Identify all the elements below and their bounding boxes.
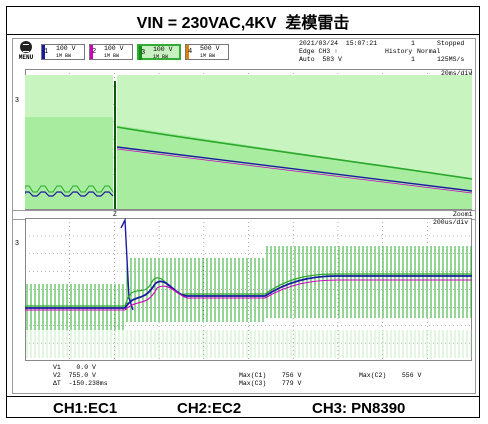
channel-color-swatch xyxy=(186,45,189,59)
ch1-trace-pre xyxy=(25,191,114,197)
channel-scale: 100 V xyxy=(153,46,173,53)
zoom-label: Zoom1 xyxy=(453,211,473,218)
ch1-zoom-trace xyxy=(25,275,472,309)
channel-number: 4 xyxy=(188,48,193,56)
oscilloscope-screen: MENU 1 100 V 1M BW 2 100 V 1M BW 3 100 V 1M BW 4 5… xyxy=(12,38,476,394)
channel-scale: 100 V xyxy=(104,45,124,52)
ch3-envelope-upper xyxy=(25,75,472,179)
acq-mode: Normal xyxy=(417,48,441,55)
legend-ch2: CH2:EC2 xyxy=(177,400,242,417)
channel-coupling: 1M BW xyxy=(153,54,169,60)
timestamp: 2021/03/24 15:07:21 xyxy=(299,40,378,47)
acq-count: 1 xyxy=(411,40,415,47)
channel-coupling: 1M BW xyxy=(104,53,120,59)
channel-number: 2 xyxy=(92,48,97,56)
zoom-marker: Z xyxy=(113,211,117,218)
ch3-switching-ripple xyxy=(26,246,472,330)
max-c3: Max(C3) 779 V xyxy=(239,380,302,387)
run-status[interactable]: Stopped xyxy=(437,40,465,47)
ch2-trace-post xyxy=(116,148,472,194)
ch1-trace-post xyxy=(116,146,472,192)
figure-frame: VIN = 230VAC,4KV 差模雷击 MENU 1 100 V 1M BW 2 1… xyxy=(6,6,480,418)
grid xyxy=(25,218,472,361)
channel-color-swatch xyxy=(139,46,142,60)
menu-icon xyxy=(20,41,32,53)
history-button[interactable]: History xyxy=(385,48,413,55)
channel-2-button[interactable]: 2 100 V 1M BW xyxy=(89,44,133,60)
channel-legend: CH1:EC1 CH2:EC2 CH3: PN8390 xyxy=(7,396,479,419)
ch3-zoom-level-marker: 3 xyxy=(15,240,19,247)
ch3-trace-pre xyxy=(25,185,114,193)
page-title: VIN = 230VAC,4KV 差模雷击 xyxy=(7,7,479,35)
history-count: 1 xyxy=(411,56,415,63)
max-c1: Max(C1) 756 V xyxy=(239,372,302,379)
sample-rate: 125MS/s xyxy=(437,56,465,63)
channel-scale: 500 V xyxy=(200,45,220,52)
menu-label: MENU xyxy=(18,54,34,61)
main-waveform-panel[interactable] xyxy=(25,69,472,210)
zoom-timebase: 200us/div xyxy=(433,219,469,226)
legend-ch1: CH1:EC1 xyxy=(53,400,118,417)
cursor-delta-t: ΔT -150.238ms xyxy=(53,380,108,387)
max-c2: Max(C2) 556 V xyxy=(359,372,422,379)
zoom-waveform-panel[interactable] xyxy=(25,218,472,361)
ch3-level-marker: 3 xyxy=(15,97,19,104)
trigger-mode: Auto 583 V xyxy=(299,56,342,63)
ch1-surge-peak xyxy=(120,218,134,311)
ch3-trace-post xyxy=(116,126,472,180)
channel-coupling: 1M BW xyxy=(56,53,72,59)
channel-color-swatch xyxy=(42,45,45,59)
ch3-faint-ripple xyxy=(26,330,472,358)
cursor-v2: V2 755.0 V xyxy=(53,372,96,379)
channel-number: 1 xyxy=(44,48,49,56)
scope-toolbar: MENU 1 100 V 1M BW 2 100 V 1M BW 3 100 V 1M BW 4 5… xyxy=(13,39,475,69)
channel-1-button[interactable]: 1 100 V 1M BW xyxy=(41,44,85,60)
channel-scale: 100 V xyxy=(56,45,76,52)
channel-color-swatch xyxy=(90,45,93,59)
channel-coupling: 1M BW xyxy=(200,53,216,59)
channel-number: 3 xyxy=(141,49,146,57)
cursor-v1: V1 0.0 V xyxy=(53,364,96,371)
channel-4-button[interactable]: 4 500 V 1M BW xyxy=(185,44,229,60)
channel-3-button[interactable]: 3 100 V 1M BW xyxy=(137,44,181,60)
trigger-source: Edge CH3 ↑ xyxy=(299,48,339,55)
legend-ch3: CH3: PN8390 xyxy=(312,400,406,417)
measurement-panel: V1 0.0 V V2 755.0 V ΔT -150.238ms Max(C1… xyxy=(13,361,475,393)
menu-button[interactable]: MENU xyxy=(15,41,37,65)
ch2-zoom-trace xyxy=(25,279,472,311)
main-timebase: 20ms/div xyxy=(441,70,473,77)
